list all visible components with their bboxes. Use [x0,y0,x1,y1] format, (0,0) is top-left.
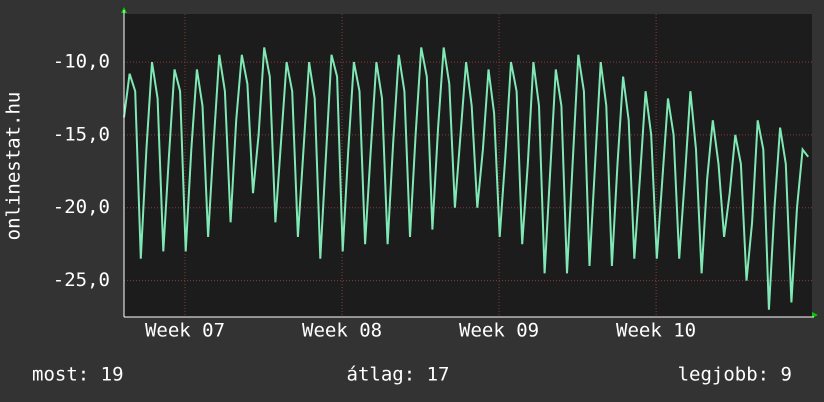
y-tick-label: -20,0 [53,196,110,218]
stat-best: legjobb: 9 [678,364,792,386]
x-tick-label: Week 07 [145,320,225,342]
y-axis-label: onlinestat.hu [3,92,25,241]
x-tick-label: Week 10 [616,320,696,342]
stat-now: most: 19 [32,364,124,386]
x-tick-label: Week 08 [302,320,382,342]
stat-average: átlag: 17 [347,364,450,386]
x-tick-label: Week 09 [459,320,539,342]
y-tick-label: -10,0 [53,51,110,73]
data-line [123,47,809,310]
y-tick-label: -15,0 [53,123,110,145]
y-tick-label: -25,0 [53,269,110,291]
